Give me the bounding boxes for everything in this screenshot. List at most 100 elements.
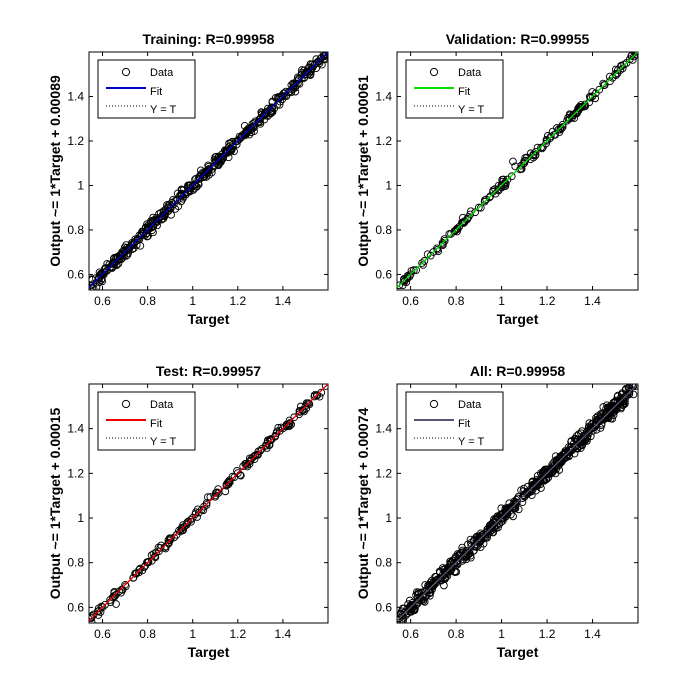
data-point	[268, 97, 277, 106]
data-point	[177, 525, 186, 533]
data-point	[306, 65, 315, 74]
data-point	[161, 210, 170, 219]
data-point	[611, 70, 620, 78]
data-point	[418, 259, 426, 267]
data-point	[256, 114, 265, 123]
data-point	[312, 64, 321, 73]
data-point	[177, 192, 186, 201]
data-point	[195, 508, 203, 517]
legend-label: Fit	[150, 418, 162, 430]
x-tick-label: 1.2	[229, 627, 246, 641]
legend-label: Data	[150, 399, 174, 411]
data-point	[548, 465, 556, 473]
y-tick-label: 1.2	[375, 134, 392, 148]
data-point	[595, 85, 604, 94]
data-point	[188, 181, 197, 190]
legend: Data Fit Y = T	[405, 391, 504, 451]
x-tick-label: 0.6	[94, 627, 111, 641]
data-point	[541, 470, 550, 479]
data-point	[470, 536, 478, 544]
data-point	[531, 480, 540, 489]
data-point	[200, 502, 208, 511]
chart-title: Training: R=0.99958	[143, 31, 275, 47]
data-point	[109, 259, 118, 267]
data-point	[296, 402, 305, 411]
x-tick-label: 0.6	[402, 627, 419, 641]
data-point	[98, 270, 107, 279]
data-point	[312, 59, 321, 67]
data-point	[565, 114, 574, 123]
data-point	[429, 580, 438, 589]
y-tick-label: 0.8	[375, 223, 392, 237]
y-axis-label: Output ~= 1*Target + 0.00074	[355, 408, 371, 600]
y-tick-label: 1	[77, 178, 84, 192]
data-point	[558, 120, 567, 129]
data-point	[267, 103, 276, 112]
data-point	[461, 550, 469, 558]
data-point	[400, 275, 408, 284]
data-point	[622, 391, 631, 399]
data-point	[103, 266, 112, 275]
chart-panel-2: 0.6 0.8 1 1.2 1.4 0.6 0.8 1 1.2 1.4 Test: R=0.9995…	[47, 363, 329, 660]
y-axis-label: Output ~= 1*Target + 0.00015	[47, 408, 63, 600]
data-point	[290, 81, 299, 89]
legend-label: Y = T	[458, 104, 484, 116]
data-point	[221, 487, 230, 496]
data-point	[224, 478, 232, 486]
data-point	[474, 203, 483, 212]
data-point	[571, 442, 579, 451]
x-tick-label: 0.6	[94, 294, 111, 308]
data-point	[543, 136, 551, 145]
data-point	[466, 210, 474, 219]
data-point	[434, 575, 443, 584]
legend-label: Data	[458, 399, 482, 411]
legend-label: Data	[150, 67, 174, 79]
fit-line	[397, 384, 638, 622]
data-point	[416, 593, 424, 602]
data-point	[582, 431, 590, 439]
data-point	[588, 92, 597, 101]
data-point	[471, 208, 480, 217]
legend-marker-data	[121, 67, 131, 77]
data-point	[129, 573, 138, 582]
x-tick-label: 1	[189, 294, 196, 308]
data-point	[620, 60, 628, 69]
fit-line	[89, 384, 328, 622]
x-tick-label: 1.4	[275, 627, 292, 641]
chart-title: Test: R=0.99957	[156, 363, 261, 379]
data-point	[507, 172, 516, 181]
data-point	[443, 572, 452, 580]
data-point	[406, 270, 415, 279]
data-point	[420, 257, 429, 265]
y-tick-label: 1.4	[375, 422, 392, 436]
data-point	[143, 558, 152, 567]
data-point	[425, 582, 434, 591]
x-tick-label: 1.4	[275, 294, 292, 308]
data-point	[155, 547, 163, 556]
data-point	[166, 536, 175, 544]
legend: Data Fit Y = T	[405, 59, 504, 119]
data-point	[501, 182, 510, 190]
y-tick-label: 0.6	[375, 600, 392, 614]
data-point	[486, 525, 495, 533]
data-point	[506, 510, 515, 519]
data-point	[492, 513, 501, 522]
data-point	[577, 103, 586, 112]
data-point	[529, 150, 538, 159]
data-point	[622, 59, 631, 67]
y-tick-label: 1	[385, 178, 392, 192]
chart-panel-1: 0.6 0.8 1 1.2 1.4 0.6 0.8 1 1.2 1.4 Validation: R=…	[355, 31, 639, 327]
data-point	[398, 604, 407, 613]
data-point	[127, 239, 136, 247]
x-tick-label: 0.6	[402, 294, 419, 308]
data-point	[89, 275, 96, 283]
data-point	[115, 587, 123, 596]
data-point	[509, 157, 517, 166]
data-point	[260, 115, 269, 124]
data-point	[121, 248, 129, 256]
x-tick-label: 1.2	[539, 294, 556, 308]
data-point	[211, 491, 220, 500]
data-point	[616, 66, 625, 74]
data-point	[275, 94, 283, 103]
data-point	[585, 92, 594, 101]
